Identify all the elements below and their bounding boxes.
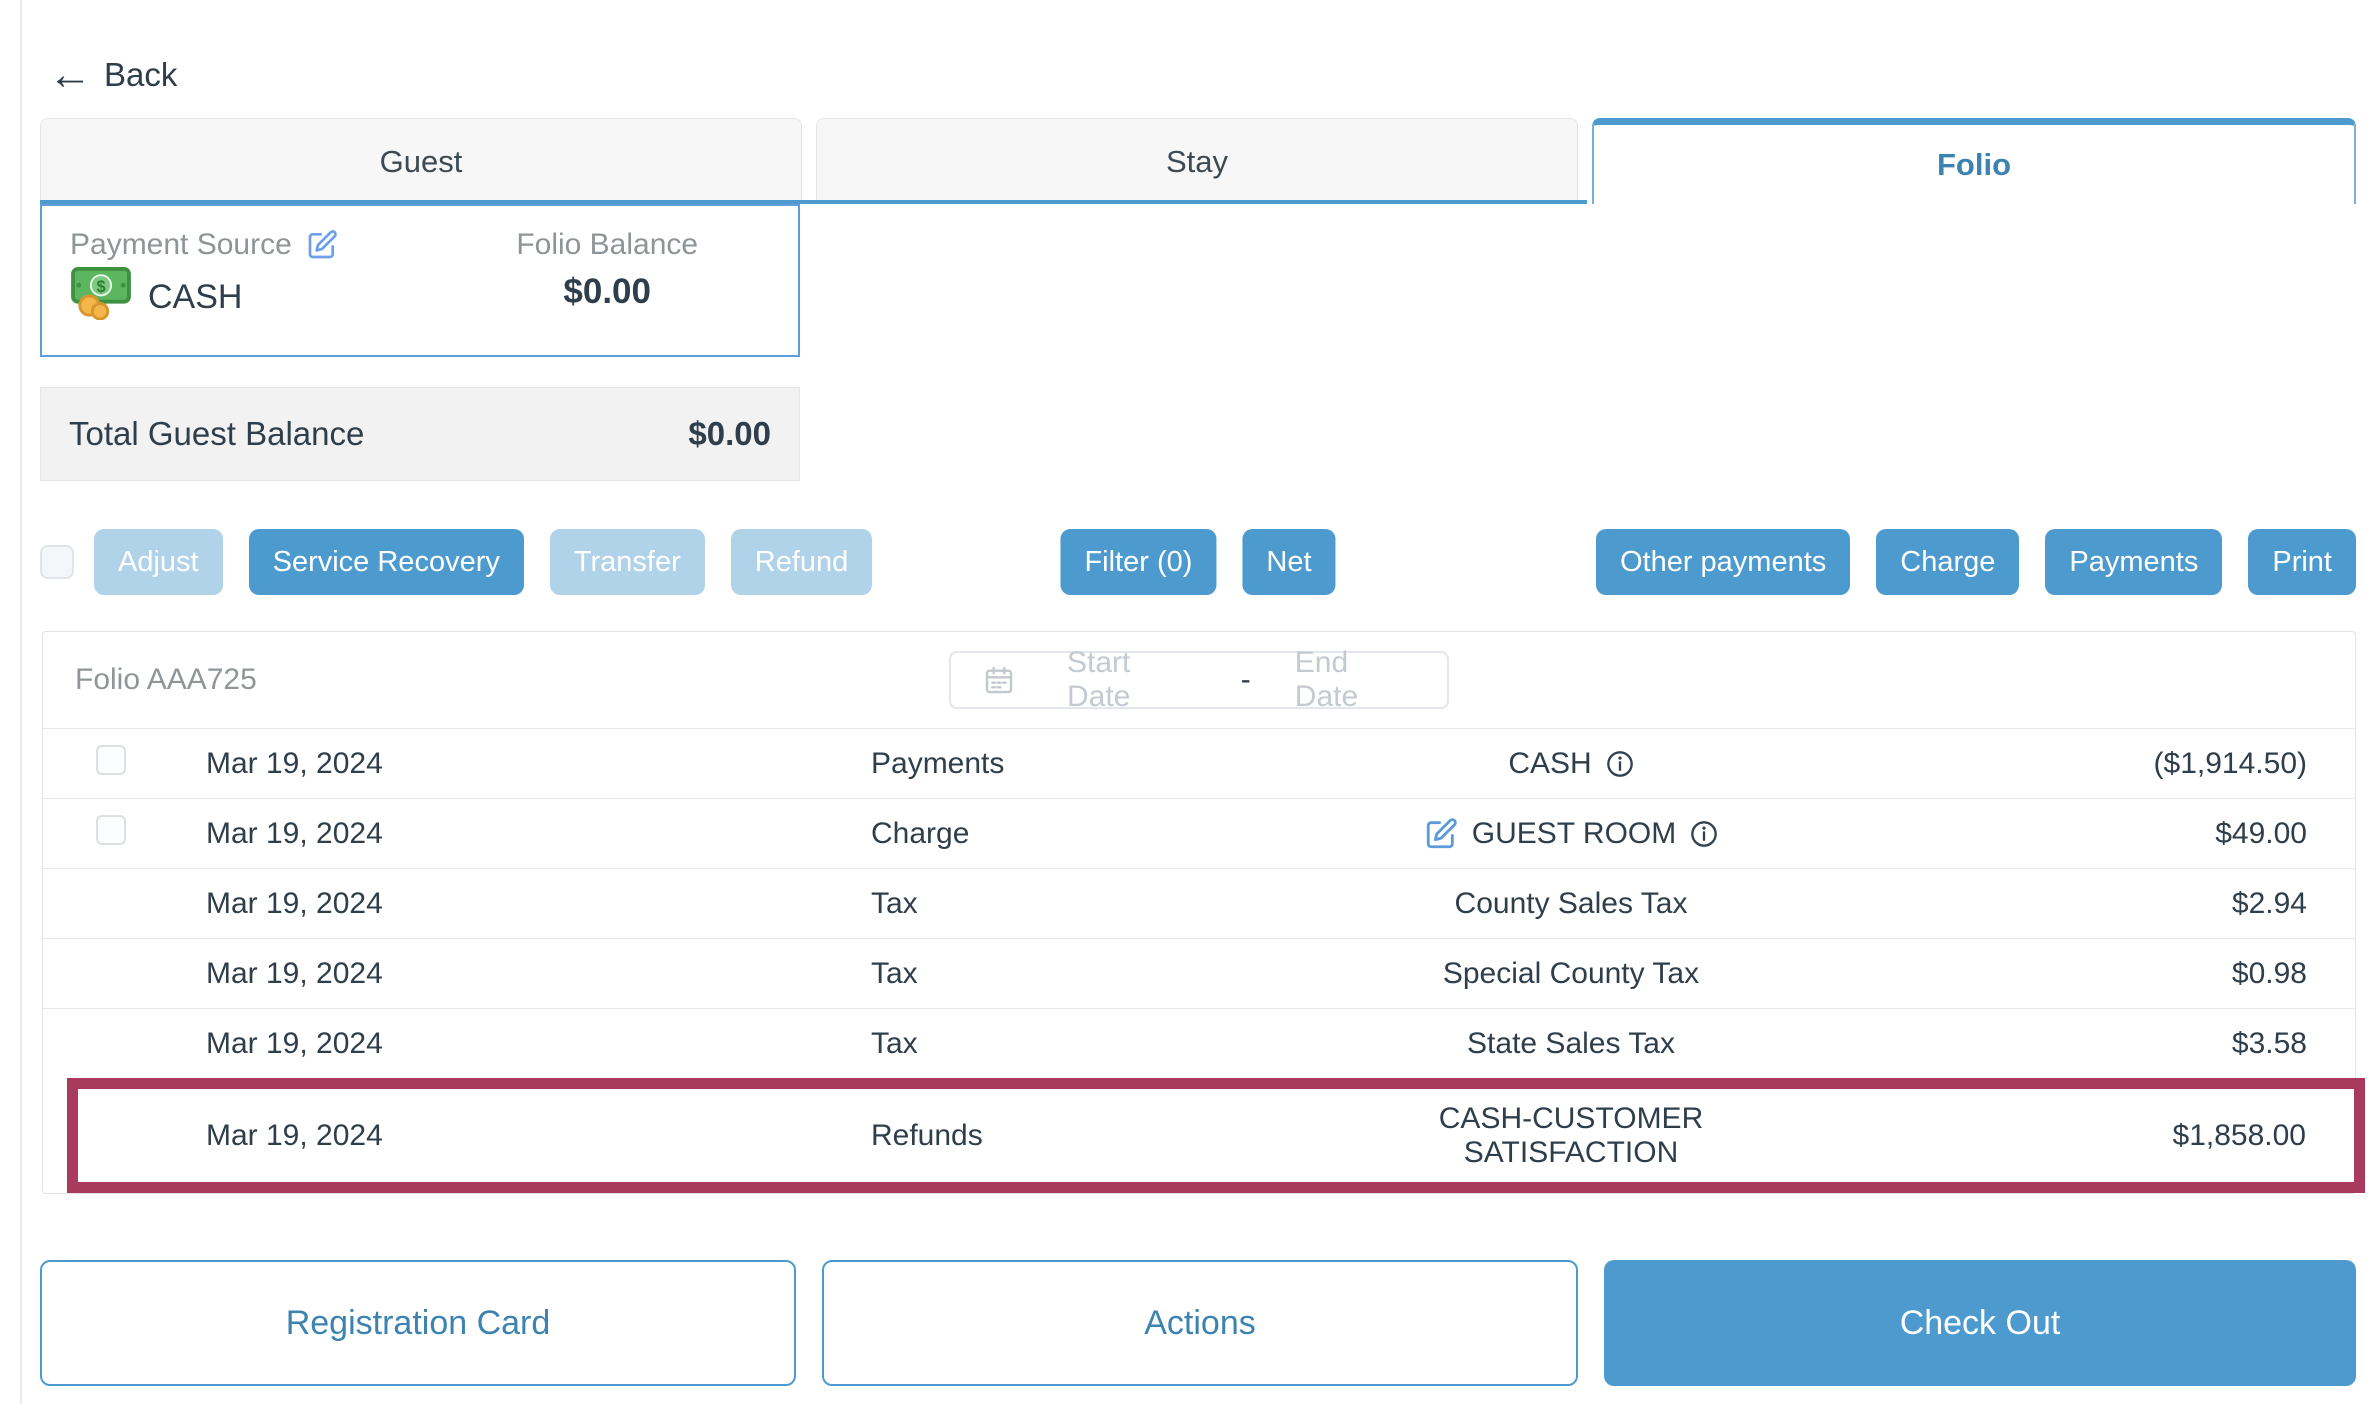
row-type: Tax <box>871 956 918 990</box>
row-desc-cell: CASH-CUSTOMER SATISFACTION <box>1291 1102 1851 1170</box>
payment-source-section: Payment Source $ <box>70 228 444 329</box>
row-checkbox[interactable] <box>96 814 126 845</box>
table-row: Mar 19, 2024 Payments CASH ($1,914.50) <box>43 728 2355 798</box>
folio-table-card: Folio AAA725 Start Date - End Date <box>42 631 2365 1194</box>
row-date: Mar 19, 2024 <box>206 746 383 780</box>
calendar-icon <box>983 664 1015 696</box>
table-row: Mar 19, 2024 Tax County Sales Tax $2.94 <box>43 868 2355 938</box>
table-row: Mar 19, 2024 Tax State Sales Tax $3.58 <box>43 1008 2355 1078</box>
service-recovery-button[interactable]: Service Recovery <box>248 529 524 595</box>
row-desc-cell: County Sales Tax <box>1291 887 1851 921</box>
table-row: Mar 19, 2024 Charge GUEST ROOM $49.00 <box>43 798 2355 868</box>
table-row: Mar 19, 2024 Tax Special County Tax $0.9… <box>43 938 2355 1008</box>
row-checkbox[interactable] <box>96 744 126 775</box>
refund-button[interactable]: Refund <box>730 529 873 595</box>
date-range-separator: - <box>1240 663 1251 696</box>
edit-payment-source-icon[interactable] <box>306 229 338 261</box>
row-check-cell <box>43 744 206 783</box>
print-button[interactable]: Print <box>2248 529 2356 595</box>
select-all-checkbox[interactable] <box>40 545 74 579</box>
folio-balance-value: $0.00 <box>563 272 651 311</box>
row-date: Mar 19, 2024 <box>206 1026 383 1060</box>
row-description: State Sales Tax <box>1467 1026 1675 1060</box>
row-type: Tax <box>871 886 918 920</box>
info-icon[interactable] <box>1690 820 1718 848</box>
tab-bar: Guest Stay Folio <box>40 118 2356 204</box>
row-type: Payments <box>871 746 1005 780</box>
folio-title: Folio AAA725 <box>75 663 257 696</box>
row-date: Mar 19, 2024 <box>206 956 383 990</box>
total-guest-balance-label: Total Guest Balance <box>69 415 365 452</box>
payment-method-value: CASH <box>148 278 243 316</box>
row-edit-icon[interactable] <box>1424 817 1458 851</box>
row-description: GUEST ROOM <box>1471 816 1677 850</box>
toolbar-right-group: Other payments Charge Payments Print <box>1595 529 2356 595</box>
tab-stay[interactable]: Stay <box>816 118 1578 204</box>
net-button[interactable]: Net <box>1242 529 1336 595</box>
svg-text:$: $ <box>96 278 105 296</box>
back-arrow-icon: ← <box>48 50 92 99</box>
tab-folio[interactable]: Folio <box>1592 118 2356 204</box>
cash-icon: $ <box>70 266 132 329</box>
total-guest-balance: Total Guest Balance $0.00 <box>40 387 800 481</box>
folio-rows: Mar 19, 2024 Payments CASH ($1,914.50) M… <box>43 728 2365 1193</box>
payment-source-label: Payment Source <box>70 228 292 261</box>
adjust-button[interactable]: Adjust <box>94 529 223 595</box>
info-icon[interactable] <box>1606 750 1634 778</box>
row-amount: $49.00 <box>2215 816 2307 850</box>
row-type: Charge <box>871 816 970 850</box>
row-check-cell <box>43 814 206 853</box>
row-amount: $1,858.00 <box>2172 1118 2306 1152</box>
row-date: Mar 19, 2024 <box>206 816 383 850</box>
row-description: CASH-CUSTOMER SATISFACTION <box>1438 1101 1704 1169</box>
folio-balance-section: Folio Balance $0.00 <box>444 228 770 329</box>
back-label: Back <box>104 56 178 93</box>
row-description: CASH <box>1508 746 1592 780</box>
payment-source-card: Payment Source $ <box>40 204 800 357</box>
row-amount: $0.98 <box>2231 956 2307 990</box>
total-guest-balance-value: $0.00 <box>688 415 771 452</box>
back-link[interactable]: ← Back <box>48 50 178 99</box>
footer-actions: Registration Card Actions Check Out <box>40 1260 2356 1386</box>
date-range-input[interactable]: Start Date - End Date <box>949 646 1449 713</box>
tab-guest[interactable]: Guest <box>40 118 802 204</box>
row-amount: $3.58 <box>2231 1026 2307 1060</box>
other-payments-button[interactable]: Other payments <box>1595 529 1851 595</box>
row-type: Refunds <box>871 1118 983 1152</box>
row-date: Mar 19, 2024 <box>206 1118 383 1152</box>
row-type: Tax <box>871 1026 918 1060</box>
row-description: County Sales Tax <box>1454 886 1688 920</box>
table-row: Mar 19, 2024 Refunds CASH-CUSTOMER SATIS… <box>67 1078 2365 1193</box>
folio-balance-label: Folio Balance <box>516 228 699 261</box>
payments-button[interactable]: Payments <box>2045 529 2223 595</box>
check-out-button[interactable]: Check Out <box>1604 1260 2356 1386</box>
registration-card-button[interactable]: Registration Card <box>40 1260 796 1386</box>
row-description: Special County Tax <box>1442 956 1700 990</box>
toolbar: Adjust Service Recovery Transfer Refund … <box>40 527 2356 597</box>
row-amount: ($1,914.50) <box>2153 746 2307 780</box>
charge-button[interactable]: Charge <box>1876 529 2020 595</box>
toolbar-center-group: Filter (0) Net <box>1060 529 1336 595</box>
filter-button[interactable]: Filter (0) <box>1060 529 1217 595</box>
row-amount: $2.94 <box>2231 886 2307 920</box>
row-desc-cell: Special County Tax <box>1291 957 1851 991</box>
start-date-placeholder[interactable]: Start Date <box>1067 646 1131 713</box>
row-desc-cell: State Sales Tax <box>1291 1027 1851 1061</box>
transfer-button[interactable]: Transfer <box>549 529 705 595</box>
row-date: Mar 19, 2024 <box>206 886 383 920</box>
row-desc-cell: CASH <box>1291 747 1851 781</box>
row-desc-cell: GUEST ROOM <box>1291 817 1851 851</box>
folio-table-header: Folio AAA725 Start Date - End Date <box>43 632 2355 728</box>
actions-button[interactable]: Actions <box>822 1260 1578 1386</box>
end-date-placeholder[interactable]: End Date <box>1294 646 1359 713</box>
